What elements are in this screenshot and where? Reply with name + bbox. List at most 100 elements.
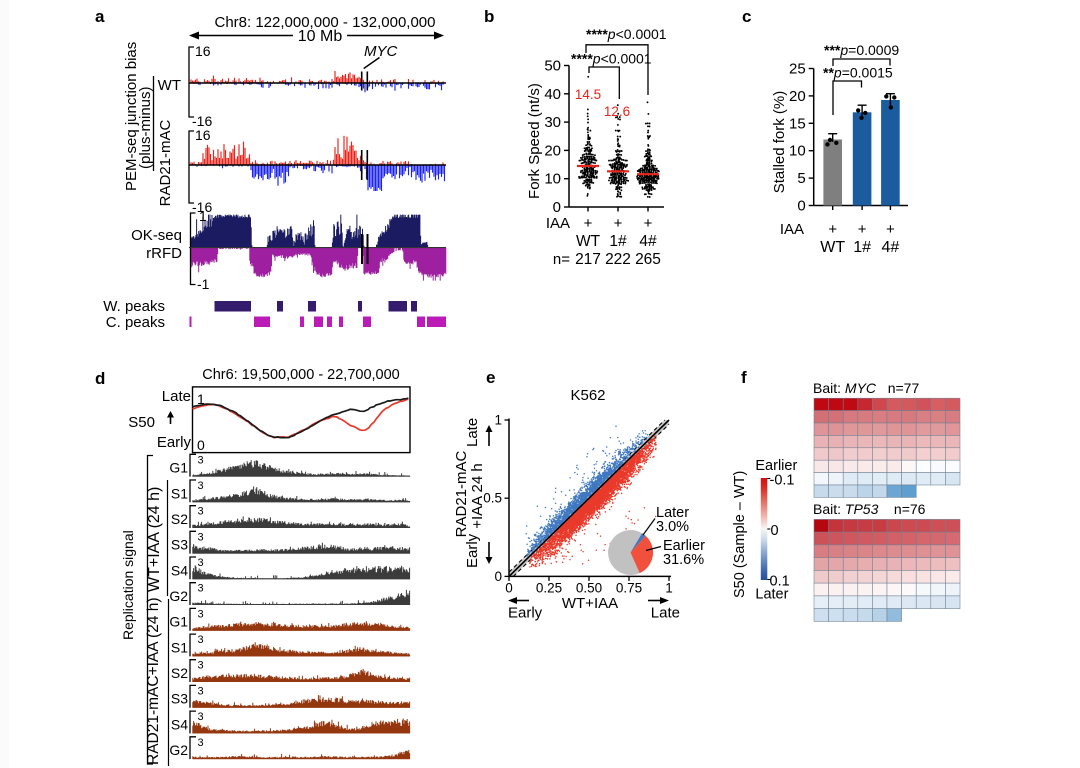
svg-text:IAA: IAA bbox=[780, 221, 804, 238]
svg-text:Late: Late bbox=[162, 388, 191, 405]
svg-text:16: 16 bbox=[195, 43, 211, 59]
svg-text:Bait: MYC n=77: Bait: MYC n=77 bbox=[813, 380, 919, 396]
svg-text:****p<0.0001: ****p<0.0001 bbox=[586, 26, 667, 42]
svg-text:15: 15 bbox=[789, 115, 806, 132]
svg-text:Bait: TP53 n=76: Bait: TP53 n=76 bbox=[813, 501, 926, 517]
svg-text:5: 5 bbox=[797, 170, 805, 187]
svg-text:W. peaks: W. peaks bbox=[103, 298, 165, 315]
svg-text:-16: -16 bbox=[192, 113, 212, 129]
svg-text:S2: S2 bbox=[171, 665, 188, 681]
svg-text:-0.1: -0.1 bbox=[770, 473, 795, 489]
svg-text:0: 0 bbox=[197, 437, 205, 453]
svg-text:S3: S3 bbox=[171, 537, 188, 553]
svg-text:3: 3 bbox=[198, 480, 204, 492]
svg-text:Early: Early bbox=[157, 434, 192, 451]
svg-text:Replication signal: Replication signal bbox=[120, 530, 136, 640]
svg-text:+IAA 24 h: +IAA 24 h bbox=[469, 463, 486, 528]
svg-text:G1: G1 bbox=[169, 460, 188, 476]
svg-text:f: f bbox=[741, 368, 747, 387]
svg-text:1#: 1# bbox=[609, 233, 627, 250]
svg-text:16: 16 bbox=[195, 127, 211, 143]
svg-text:0.75: 0.75 bbox=[616, 581, 642, 596]
svg-text:1#: 1# bbox=[853, 239, 871, 256]
svg-text:1: 1 bbox=[665, 581, 673, 596]
svg-text:MYC: MYC bbox=[364, 43, 398, 60]
svg-text:12.6: 12.6 bbox=[604, 104, 630, 119]
svg-text:Stalled fork (%): Stalled fork (%) bbox=[771, 91, 788, 194]
svg-text:0.5: 0.5 bbox=[483, 491, 502, 506]
svg-text:3: 3 bbox=[198, 711, 204, 723]
svg-text:Later: Later bbox=[656, 505, 689, 521]
svg-text:0: 0 bbox=[505, 581, 513, 596]
svg-text:0: 0 bbox=[797, 198, 805, 215]
svg-text:3: 3 bbox=[198, 737, 204, 749]
svg-text:-1: -1 bbox=[197, 276, 210, 292]
svg-text:RAD21-mAC: RAD21-mAC bbox=[453, 450, 470, 537]
svg-text:C. peaks: C. peaks bbox=[106, 314, 165, 331]
svg-text:Early: Early bbox=[508, 605, 543, 622]
svg-text:RAD21-mAC+IAA (24 h): RAD21-mAC+IAA (24 h) bbox=[145, 597, 162, 765]
svg-text:n=: n= bbox=[553, 251, 570, 268]
svg-text:Early: Early bbox=[464, 533, 481, 568]
svg-text:30: 30 bbox=[544, 114, 561, 131]
svg-text:WT: WT bbox=[576, 233, 601, 250]
svg-text:WT+IAA (24 h): WT+IAA (24 h) bbox=[146, 487, 163, 592]
svg-text:217: 217 bbox=[575, 251, 601, 268]
svg-text:K562: K562 bbox=[570, 387, 605, 404]
svg-text:WT+IAA: WT+IAA bbox=[562, 595, 618, 612]
svg-text:222: 222 bbox=[605, 251, 631, 268]
svg-text:Earlier: Earlier bbox=[755, 458, 797, 474]
svg-text:****p<0.0001: ****p<0.0001 bbox=[571, 50, 652, 66]
svg-text:-16: -16 bbox=[192, 199, 212, 215]
svg-text:3: 3 bbox=[198, 583, 204, 595]
svg-text:+: + bbox=[584, 215, 593, 232]
svg-text:20: 20 bbox=[789, 88, 806, 105]
svg-text:**p=0.0015: **p=0.0015 bbox=[823, 65, 893, 81]
svg-text:0.25: 0.25 bbox=[536, 581, 562, 596]
svg-text:a: a bbox=[95, 7, 105, 26]
svg-text:10: 10 bbox=[544, 171, 561, 188]
svg-text:0: 0 bbox=[771, 523, 779, 539]
svg-text:S1: S1 bbox=[171, 639, 188, 655]
svg-text:S2: S2 bbox=[171, 511, 188, 527]
svg-text:1: 1 bbox=[197, 391, 205, 407]
svg-text:(plus-minus): (plus-minus) bbox=[137, 86, 154, 169]
svg-text:+: + bbox=[614, 215, 623, 232]
svg-text:31.6%: 31.6% bbox=[663, 552, 704, 568]
svg-text:20: 20 bbox=[544, 142, 561, 159]
svg-text:S50 (Sample – WT): S50 (Sample – WT) bbox=[732, 471, 748, 598]
svg-text:RAD21-mAC: RAD21-mAC bbox=[157, 119, 174, 206]
svg-text:Late: Late bbox=[651, 605, 680, 622]
svg-text:Earlier: Earlier bbox=[663, 538, 705, 554]
svg-text:14.5: 14.5 bbox=[575, 87, 601, 102]
svg-text:0.50: 0.50 bbox=[576, 581, 602, 596]
svg-text:S1: S1 bbox=[171, 485, 188, 501]
svg-text:1: 1 bbox=[494, 413, 502, 428]
svg-text:3: 3 bbox=[198, 454, 204, 466]
svg-text:3: 3 bbox=[198, 531, 204, 543]
svg-text:+: + bbox=[644, 215, 653, 232]
svg-text:3: 3 bbox=[198, 608, 204, 620]
svg-text:S50: S50 bbox=[128, 414, 155, 431]
svg-text:e: e bbox=[486, 368, 495, 387]
svg-text:S4: S4 bbox=[171, 716, 188, 732]
svg-text:4#: 4# bbox=[882, 239, 900, 256]
svg-text:Chr8: 122,000,000 - 132,000,00: Chr8: 122,000,000 - 132,000,000 bbox=[214, 14, 435, 31]
svg-text:3: 3 bbox=[198, 557, 204, 569]
svg-text:3: 3 bbox=[198, 506, 204, 518]
svg-text:10 Mb: 10 Mb bbox=[298, 28, 343, 45]
svg-text:Late: Late bbox=[464, 418, 481, 447]
svg-text:+: + bbox=[858, 221, 867, 238]
svg-text:0: 0 bbox=[553, 199, 561, 216]
svg-text:25: 25 bbox=[789, 61, 806, 78]
svg-text:WT: WT bbox=[158, 77, 181, 94]
svg-text:+: + bbox=[886, 221, 895, 238]
svg-text:d: d bbox=[95, 369, 105, 388]
svg-text:Later: Later bbox=[755, 587, 788, 603]
svg-text:G1: G1 bbox=[169, 614, 188, 630]
svg-text:Fork Speed (nt/s): Fork Speed (nt/s) bbox=[526, 83, 543, 199]
svg-text:0: 0 bbox=[494, 569, 502, 584]
svg-text:PEM-seq junction bias: PEM-seq junction bias bbox=[123, 42, 140, 191]
svg-text:S3: S3 bbox=[171, 691, 188, 707]
svg-text:0.1: 0.1 bbox=[770, 574, 790, 590]
